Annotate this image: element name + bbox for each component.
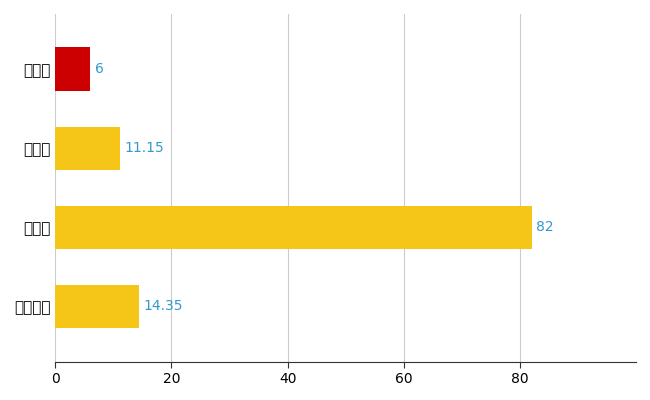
Text: 11.15: 11.15 [125,141,164,155]
Text: 82: 82 [536,220,554,234]
Text: 14.35: 14.35 [143,299,183,313]
Text: 6: 6 [95,62,103,76]
Bar [55,285,138,328]
Bar [55,48,90,91]
Bar [55,206,532,249]
Bar [55,126,120,170]
